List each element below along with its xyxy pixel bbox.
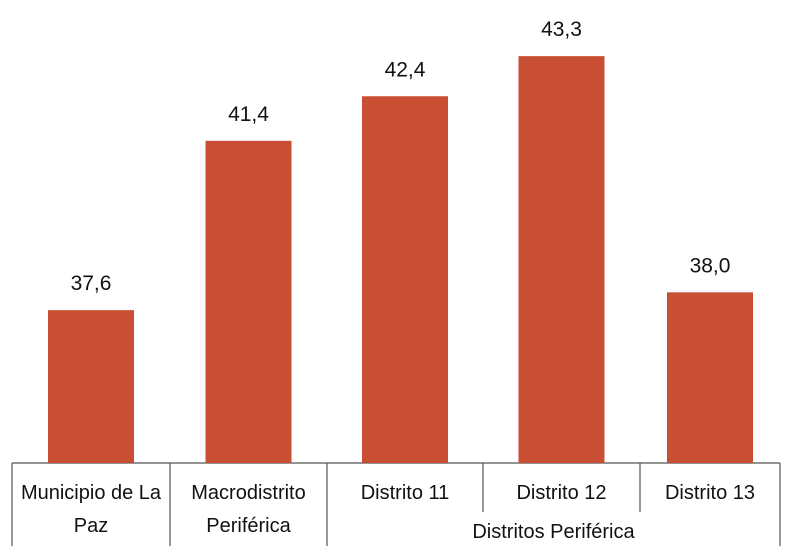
value-label: 43,3 <box>541 18 582 41</box>
value-label: 38,0 <box>690 254 731 277</box>
value-label: 37,6 <box>71 272 112 295</box>
bar <box>48 310 134 463</box>
bar <box>205 140 292 463</box>
bar <box>667 292 753 463</box>
bar <box>362 96 448 463</box>
x-tick-label: Distrito 12 <box>516 482 607 504</box>
x-tick-label: Distrito 11 <box>360 482 450 504</box>
x-tick-label: Distrito 13 <box>664 482 756 504</box>
bar <box>518 56 605 463</box>
x-tick-label: Macrodistrito Periférica <box>191 482 306 537</box>
group-label: Distritos Periférica <box>472 521 635 543</box>
x-tick-label: Municipio de La Paz <box>20 482 162 537</box>
value-label: 42,4 <box>385 58 426 81</box>
value-label: 41,4 <box>228 103 269 126</box>
